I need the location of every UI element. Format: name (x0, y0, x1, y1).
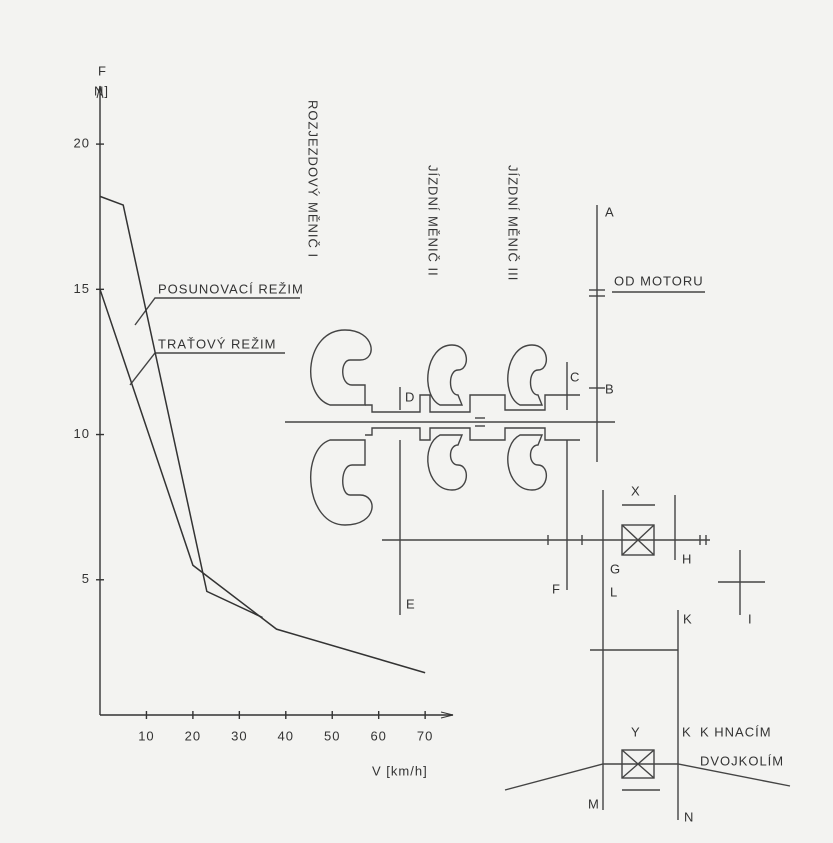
node-label: D (405, 389, 415, 404)
node-label: I (748, 611, 753, 626)
node-label: K (682, 724, 692, 739)
motor-label: OD MOTORU (614, 273, 704, 288)
schematic-labels: ROZJEZDOVÝ MĚNIČ I JÍZDNÍ MĚNIČ II JÍZDN… (306, 100, 784, 824)
node-label: H (682, 551, 692, 566)
y-tick-label: 20 (74, 136, 90, 151)
node-label: M (588, 796, 600, 811)
y-tick-label: 10 (74, 426, 90, 441)
x-tick-label: 70 (417, 728, 433, 743)
node-label: F (552, 581, 561, 596)
y-tick-label: 15 (74, 281, 90, 296)
node-label: K (683, 611, 693, 626)
node-label: C (570, 369, 580, 384)
x-tick-label: 30 (231, 728, 247, 743)
output-label: K HNACÍM (700, 724, 772, 739)
y-tick-label: 5 (82, 571, 90, 586)
x-axis-label: V [km/h] (372, 763, 428, 778)
node-label: G (610, 561, 621, 576)
legend-label: POSUNOVACÍ REŽIM (158, 281, 304, 296)
x-tick-label: 40 (278, 728, 294, 743)
node-label: L (610, 584, 618, 599)
axis-arrow (96, 85, 104, 99)
node-label: X (631, 483, 641, 498)
node-label: Y (631, 724, 641, 739)
node-label: A (605, 204, 615, 219)
converter-label: JÍZDNÍ MĚNIČ II (426, 165, 441, 277)
node-label: B (605, 381, 615, 396)
converter-label: ROZJEZDOVÝ MĚNIČ I (306, 100, 321, 258)
series-line (99, 289, 426, 674)
axis-arrow (440, 711, 454, 719)
output-label: DVOJKOLÍM (700, 753, 784, 768)
x-tick-label: 20 (185, 728, 201, 743)
series-line (99, 195, 263, 619)
gearbox-schematic (285, 205, 791, 820)
node-label: N (684, 809, 694, 824)
y-axis-label: F (98, 63, 107, 78)
x-tick-label: 60 (370, 728, 386, 743)
node-label: E (406, 596, 416, 611)
legend-label: TRAŤOVÝ REŽIM (158, 336, 276, 351)
x-tick-label: 10 (138, 728, 154, 743)
x-tick-label: 50 (324, 728, 340, 743)
converter-label: JÍZDNÍ MĚNIČ III (506, 165, 521, 281)
